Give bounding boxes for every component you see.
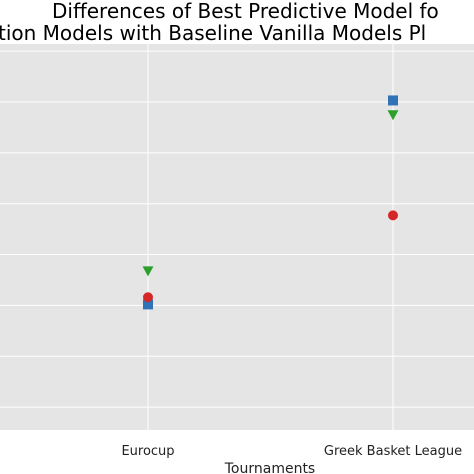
marker-triangle — [387, 110, 399, 121]
x-tick-label: Greek Basket League — [324, 444, 462, 459]
marker-square — [143, 299, 153, 310]
chart-title: Differences of Best Predictive Model fo — [52, 0, 439, 23]
x-axis-label: Tournaments — [224, 461, 315, 474]
marker-square — [388, 95, 398, 106]
marker-circle — [143, 292, 153, 303]
chart-title: tion Models with Baseline Vanilla Models… — [0, 21, 426, 45]
x-tick-label: Eurocup — [121, 444, 174, 459]
marks — [142, 95, 399, 310]
plot-background — [0, 0, 474, 430]
marker-circle — [388, 210, 398, 221]
marker-triangle — [142, 266, 154, 277]
grid — [0, 0, 474, 430]
title-background — [0, 0, 474, 44]
